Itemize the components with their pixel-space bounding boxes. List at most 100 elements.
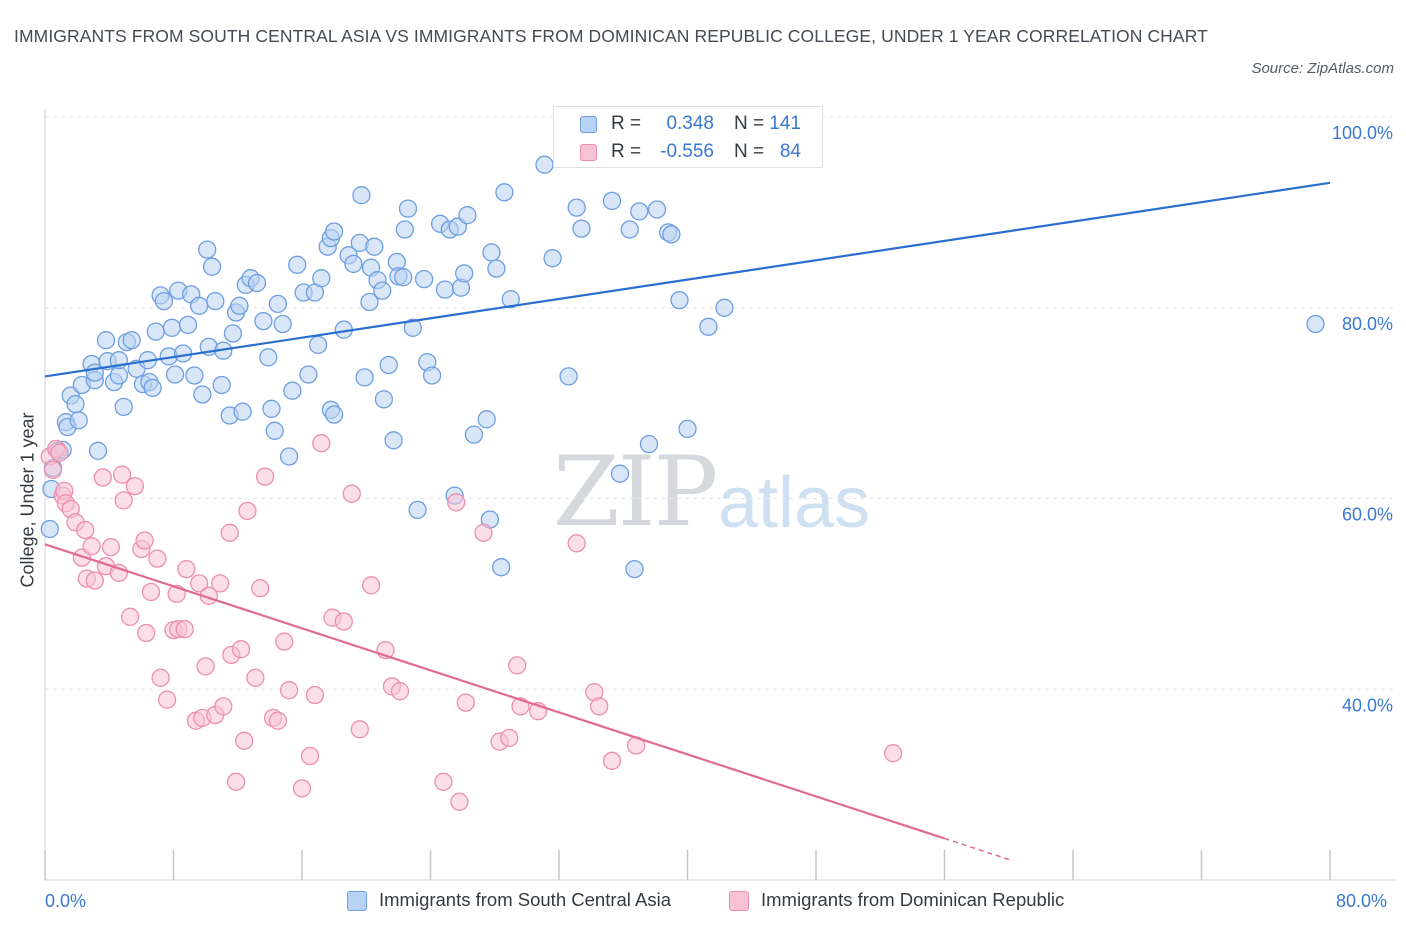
data-point-blue — [247, 273, 267, 293]
data-point-blue — [379, 355, 398, 375]
data-point-pink — [292, 779, 312, 798]
y-axis-label: College, Under 1 year — [17, 412, 38, 588]
data-point-blue — [265, 421, 284, 440]
data-point-pink — [390, 682, 410, 701]
trend-line-pink — [44, 543, 945, 840]
data-point-pink — [602, 751, 622, 770]
data-point-blue — [464, 425, 484, 444]
data-point-pink — [157, 690, 177, 709]
data-point-blue — [355, 368, 374, 387]
data-point-blue — [254, 311, 273, 331]
data-point-pink — [85, 571, 104, 590]
data-point-blue — [495, 183, 514, 202]
data-point-blue — [374, 390, 394, 409]
data-point-blue — [620, 220, 639, 239]
x-tick-label-max: 80.0% — [1336, 891, 1388, 911]
legend-n-label: N = — [734, 113, 765, 134]
data-point-blue — [559, 367, 578, 386]
data-point-blue — [647, 200, 667, 219]
y-tick-label: 80.0% — [1342, 314, 1393, 334]
data-point-pink — [50, 443, 69, 462]
data-point-pink — [251, 579, 270, 598]
data-point-blue — [268, 294, 288, 314]
data-point-pink — [235, 731, 254, 750]
y-tick-label: 60.0% — [1342, 505, 1393, 525]
data-point-pink — [226, 772, 246, 791]
data-point-pink — [76, 520, 95, 540]
data-point-pink — [231, 640, 251, 659]
legend-n-value: 84 — [779, 141, 801, 162]
data-point-blue — [262, 399, 281, 418]
chart-title: IMMIGRANTS FROM SOUTH CENTRAL ASIA VS IM… — [14, 26, 1208, 46]
data-point-pink — [190, 574, 209, 593]
data-point-blue — [487, 259, 506, 278]
data-point-blue — [352, 186, 371, 205]
data-point-pink — [43, 460, 63, 480]
data-point-pink — [350, 720, 369, 739]
bottom-legend-label-blue: Immigrants from South Central Asia — [379, 889, 671, 910]
data-point-blue — [662, 225, 681, 244]
data-point-pink — [361, 576, 381, 595]
data-point-pink — [151, 668, 170, 687]
data-point-pink — [450, 792, 469, 811]
data-point-blue — [165, 365, 185, 384]
data-point-blue — [501, 290, 520, 309]
data-point-pink — [220, 523, 239, 542]
data-point-blue — [185, 366, 204, 385]
data-point-pink — [82, 537, 101, 556]
data-point-blue — [482, 243, 501, 262]
y-tick-label: 40.0% — [1342, 695, 1393, 715]
legend-row-pink: R = -0.556 N = 84 — [554, 138, 822, 166]
data-point-blue — [40, 519, 59, 539]
bottom-legend-swatch-blue — [347, 891, 367, 911]
y-tick-label: 100.0% — [1332, 123, 1393, 143]
data-point-blue — [202, 257, 222, 276]
data-point-blue — [69, 411, 88, 430]
data-point-blue — [198, 240, 217, 259]
data-point-blue — [344, 254, 363, 274]
series-dominican-republic — [40, 434, 903, 811]
data-point-blue — [455, 264, 474, 283]
data-point-blue — [173, 344, 193, 363]
data-point-blue — [88, 441, 108, 460]
data-point-blue — [365, 237, 384, 256]
data-point-blue — [154, 291, 174, 311]
data-point-pink — [214, 697, 233, 716]
data-point-blue — [273, 314, 292, 334]
data-point-pink — [500, 728, 519, 748]
data-point-pink — [93, 468, 112, 487]
trend-line-pink-extension — [944, 837, 1011, 861]
data-point-blue — [678, 419, 697, 439]
data-point-blue — [279, 447, 299, 466]
data-point-blue — [109, 366, 129, 385]
data-point-pink — [175, 620, 194, 639]
data-point-pink — [312, 434, 331, 453]
series-south-central-asia — [40, 155, 1325, 579]
data-point-pink — [148, 549, 167, 568]
bottom-legend-label-pink: Immigrants from Dominican Republic — [761, 889, 1065, 910]
data-point-pink — [210, 574, 230, 593]
data-point-blue — [408, 500, 427, 520]
data-point-blue — [143, 378, 162, 398]
data-point-blue — [572, 219, 591, 238]
data-point-blue — [324, 222, 344, 241]
data-point-blue — [477, 410, 496, 429]
data-point-pink — [508, 656, 527, 675]
data-point-blue — [639, 434, 659, 454]
data-point-pink — [177, 559, 196, 579]
data-point-pink — [120, 607, 140, 626]
legend-n-label: N = — [734, 141, 765, 162]
data-point-blue — [66, 394, 85, 414]
data-point-pink — [246, 668, 265, 687]
data-point-pink — [300, 746, 320, 766]
data-point-pink — [474, 523, 493, 542]
data-point-blue — [360, 292, 379, 312]
data-point-blue — [602, 191, 622, 211]
data-point-blue — [96, 331, 116, 350]
data-point-pink — [255, 467, 275, 486]
data-point-pink — [305, 685, 325, 705]
data-point-blue — [414, 269, 434, 289]
data-point-blue — [223, 324, 243, 343]
legend-r-value: -0.556 — [660, 141, 714, 162]
data-point-blue — [630, 202, 649, 221]
